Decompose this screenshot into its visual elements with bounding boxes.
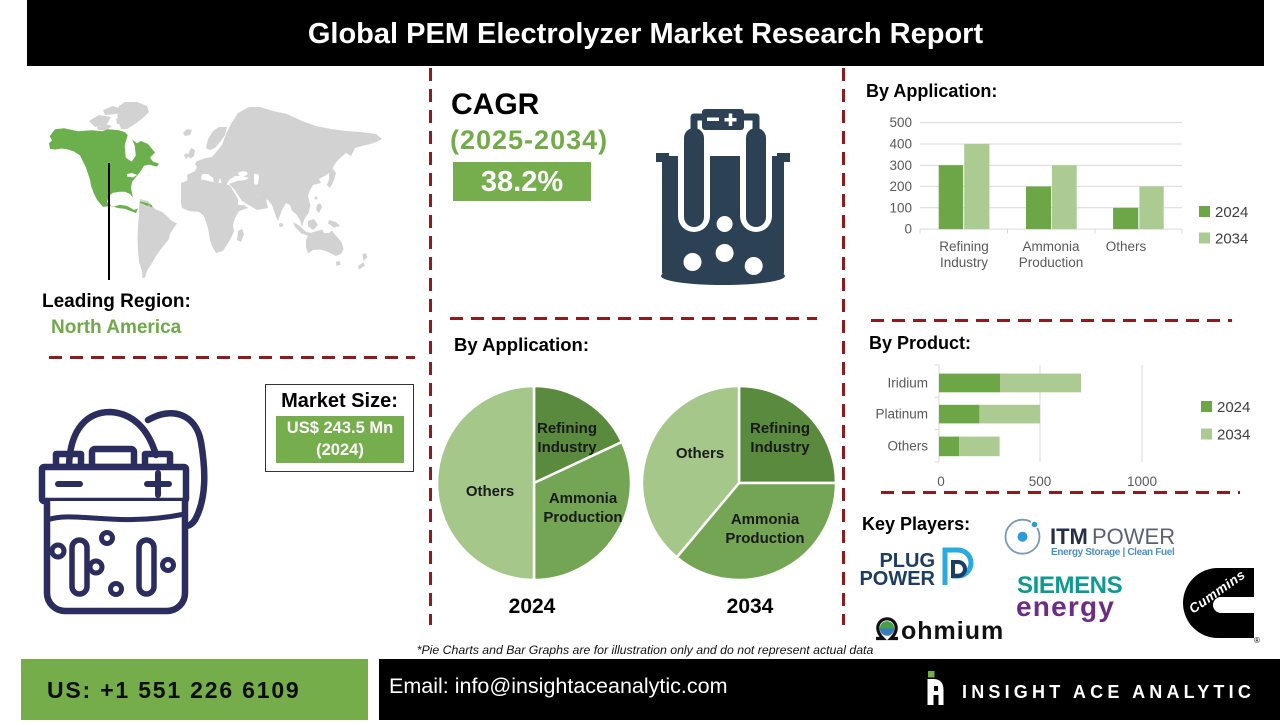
svg-text:200: 200 bbox=[889, 179, 912, 194]
svg-text:ohmium: ohmium bbox=[901, 617, 1004, 645]
svg-text:0: 0 bbox=[904, 222, 912, 237]
svg-text:Energy Storage | Clean Fuel: Energy Storage | Clean Fuel bbox=[1051, 547, 1175, 558]
svg-text:POWER: POWER bbox=[1092, 524, 1175, 549]
svg-text:2024: 2024 bbox=[1215, 204, 1248, 221]
svg-text:Others: Others bbox=[466, 483, 514, 500]
svg-text:500: 500 bbox=[889, 115, 912, 130]
svg-text:Others: Others bbox=[1106, 239, 1147, 254]
svg-text:Refining: Refining bbox=[750, 420, 810, 437]
svg-text:POWER: POWER bbox=[859, 568, 935, 590]
svg-text:PLUG: PLUG bbox=[879, 550, 935, 572]
svg-text:Production: Production bbox=[543, 509, 622, 526]
svg-text:2034: 2034 bbox=[1215, 231, 1248, 248]
svg-text:1000: 1000 bbox=[1127, 474, 1157, 489]
svg-text:®: ® bbox=[1254, 636, 1260, 645]
svg-text:Ammonia: Ammonia bbox=[731, 511, 800, 528]
svg-text:500: 500 bbox=[1029, 474, 1052, 489]
svg-text:100: 100 bbox=[889, 200, 912, 215]
svg-text:Iridium: Iridium bbox=[887, 376, 928, 391]
svg-text:400: 400 bbox=[889, 137, 912, 152]
svg-text:SIEMENS: SIEMENS bbox=[1017, 572, 1123, 599]
svg-text:Industry: Industry bbox=[940, 255, 988, 270]
svg-text:300: 300 bbox=[889, 158, 912, 173]
svg-text:Refining: Refining bbox=[537, 420, 597, 437]
svg-text:Production: Production bbox=[725, 530, 804, 547]
svg-text:Refining: Refining bbox=[939, 239, 989, 254]
svg-text:Others: Others bbox=[676, 445, 724, 462]
svg-text:Industry: Industry bbox=[750, 439, 810, 456]
svg-text:Industry: Industry bbox=[537, 439, 597, 456]
svg-text:Platinum: Platinum bbox=[875, 407, 928, 422]
svg-text:0: 0 bbox=[937, 474, 945, 489]
svg-text:2034: 2034 bbox=[1217, 427, 1250, 444]
svg-text:ITM: ITM bbox=[1050, 524, 1088, 549]
svg-text:Production: Production bbox=[1019, 255, 1084, 270]
svg-text:Ammonia: Ammonia bbox=[549, 490, 618, 507]
svg-text:energy: energy bbox=[1016, 591, 1115, 622]
svg-text:2024: 2024 bbox=[1217, 399, 1250, 416]
svg-text:Ammonia: Ammonia bbox=[1022, 239, 1080, 254]
svg-text:Others: Others bbox=[887, 439, 928, 454]
